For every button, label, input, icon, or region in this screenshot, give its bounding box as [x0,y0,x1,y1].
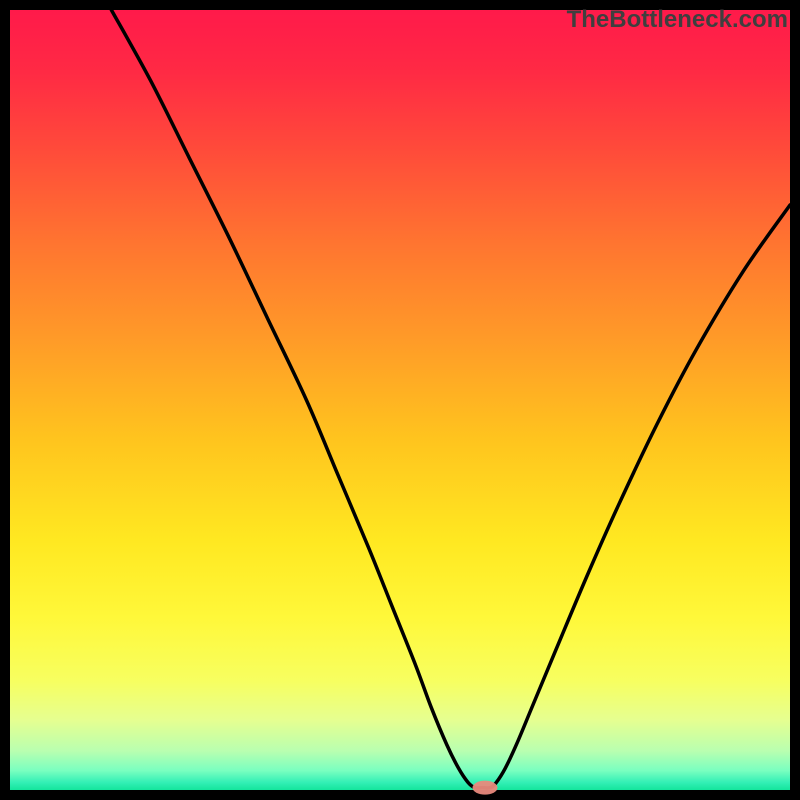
bottleneck-chart: TheBottleneck.com [0,0,800,800]
chart-canvas [0,0,800,800]
optimal-marker [473,781,498,795]
plot-background [10,10,790,790]
